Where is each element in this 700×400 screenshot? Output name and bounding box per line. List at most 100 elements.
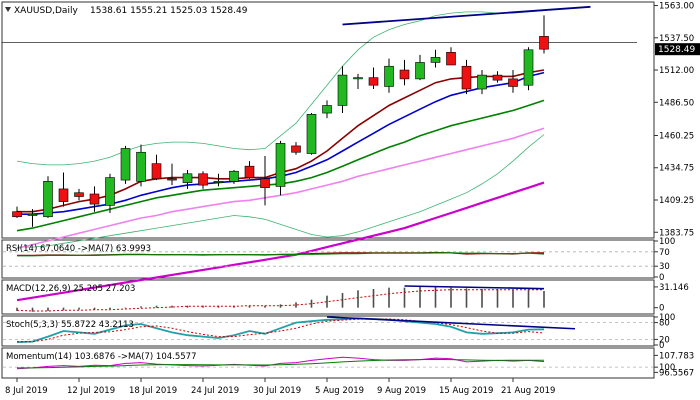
macd-signal-line — [16, 289, 544, 312]
stoch-header: Stoch(5,3,3) 55.8722 43.2113 — [6, 320, 134, 330]
candle-body — [74, 192, 84, 197]
candle-body — [12, 211, 22, 218]
current-price-label: 1528.49 — [658, 45, 695, 55]
momentum-panel-frame — [1, 347, 655, 379]
macd-histogram-bar — [264, 305, 266, 308]
price-y-tick-label: 1434.75 — [659, 164, 694, 174]
macd-histogram-bar — [93, 307, 96, 310]
candle-body — [89, 193, 100, 205]
price-y-tick-label: 1486.50 — [659, 98, 694, 108]
current-price-tag-bg — [655, 43, 700, 56]
candle-body — [368, 77, 379, 86]
macd-histogram-bar — [341, 293, 344, 308]
macd-trendline — [404, 285, 545, 290]
candle-body — [384, 65, 394, 87]
candle-body — [461, 65, 472, 90]
candle-body — [167, 178, 177, 181]
bollinger-upper-line — [16, 10, 545, 166]
macd-histogram-bar — [388, 287, 390, 308]
macd-panel-frame — [1, 279, 655, 315]
resistance-trendline — [342, 5, 591, 26]
x-tick-label: 30 Jul 2019 — [253, 386, 301, 396]
rsi-panel-frame — [1, 239, 655, 279]
stoch-y-tick-label: 100 — [659, 313, 675, 323]
candle-body — [446, 52, 456, 66]
current-price-tag: 1528.49 — [655, 43, 700, 56]
stoch-panel-frame — [1, 315, 655, 347]
rsi-y-tick-label: 30 — [659, 262, 670, 272]
candle-body — [337, 74, 348, 106]
candle-body — [151, 163, 162, 180]
macd-histogram-bar — [155, 305, 158, 308]
plot-layer — [1, 5, 653, 370]
candle-body — [322, 105, 332, 114]
candle-body — [136, 151, 146, 182]
macd-header: MACD(12,26,9) 25.205 27.203 — [6, 284, 135, 294]
macd-histogram-bar — [465, 288, 468, 308]
price-y-tick-label: 1383.75 — [659, 228, 694, 238]
candle-body — [120, 148, 131, 181]
collapse-triangle-icon[interactable] — [5, 7, 11, 12]
macd-histogram-bar — [279, 304, 282, 308]
x-tick-label: 15 Aug 2019 — [439, 386, 493, 396]
x-tick-label: 9 Aug 2019 — [377, 386, 426, 396]
macd-histogram-bar — [186, 305, 189, 308]
price-y-tick-label: 1563.00 — [659, 2, 694, 12]
macd-histogram-bar — [512, 289, 514, 308]
rsi-line — [17, 252, 545, 257]
candle-body — [306, 114, 317, 154]
candle-body — [492, 74, 503, 81]
macd-histogram-bar — [62, 307, 65, 311]
macd-histogram-bar — [78, 307, 80, 310]
macd-histogram-bar — [31, 307, 34, 312]
candle-body — [229, 170, 239, 182]
stoch-y-tick-label: 80 — [659, 319, 670, 329]
macd-histogram-bar — [481, 289, 483, 308]
price-header: XAUUSD,Daily 1538.61 1555.21 1525.03 152… — [5, 6, 248, 16]
macd-y-tick-label: 31.146 — [659, 283, 689, 293]
candle-body — [399, 69, 410, 80]
macd-histogram-bar — [202, 305, 204, 308]
rsi-y-tick-label: 70 — [659, 248, 670, 258]
macd-histogram-bar — [357, 290, 359, 308]
candle-body — [213, 181, 224, 183]
price-y-tick-label: 1409.25 — [659, 196, 694, 206]
macd-histogram-bar — [527, 289, 530, 308]
bollinger-lower-line — [17, 134, 545, 248]
price-panel-frame — [1, 1, 655, 239]
candle-body — [508, 78, 518, 87]
macd-y-tick-label: 0 — [659, 304, 664, 314]
moving-average-line — [16, 127, 545, 250]
moving-average-line — [16, 181, 545, 302]
macd-histogram-bar — [140, 306, 142, 308]
candle-body — [58, 188, 69, 202]
macd-histogram-bar — [543, 291, 545, 308]
price-y-tick-label: 1537.50 — [659, 34, 694, 44]
candle-body — [27, 213, 38, 216]
momentum-header: Momentum(14) 103.6876 ->MA(7) 104.5577 — [6, 352, 196, 362]
macd-histogram-bar — [372, 289, 375, 308]
momentum-y-tick-label: 100 — [659, 363, 675, 373]
stoch-main-line — [16, 317, 545, 344]
candle-body — [244, 165, 255, 178]
macd-histogram-bar — [310, 299, 313, 308]
macd-histogram-bar — [248, 305, 251, 308]
candle-body — [260, 178, 270, 188]
momentum-y-tick-label: 96.5567 — [659, 368, 694, 378]
macd-histogram-bar — [124, 307, 127, 309]
momentum-y-tick-label: 107.783 — [659, 351, 694, 361]
x-tick-label: 5 Aug 2019 — [315, 386, 364, 396]
stoch-y-tick-label: 0 — [659, 341, 664, 351]
macd-histogram-bar — [326, 295, 328, 308]
macd-histogram-bar — [403, 287, 406, 308]
x-tick-label: 18 Jul 2019 — [129, 386, 177, 396]
stoch-signal-line — [17, 318, 545, 343]
macd-histogram-bar — [295, 302, 297, 308]
stoch-y-tick-label: 20 — [659, 335, 670, 345]
candle-body — [43, 181, 53, 218]
stoch-trendline — [326, 316, 576, 330]
candle-body — [275, 143, 286, 187]
macd-histogram-bar — [419, 287, 421, 308]
